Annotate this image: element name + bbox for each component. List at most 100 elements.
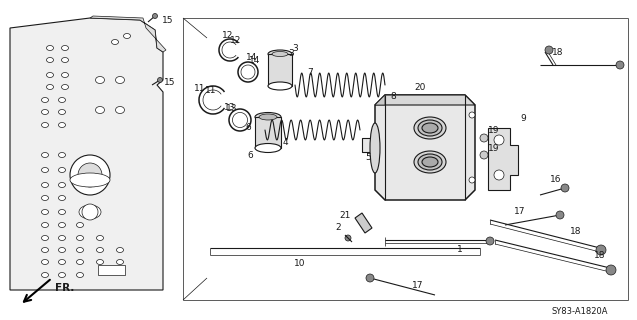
Ellipse shape: [268, 50, 292, 58]
Polygon shape: [355, 213, 372, 233]
Text: 7: 7: [307, 68, 313, 76]
Text: FR.: FR.: [55, 283, 75, 293]
Text: 15: 15: [164, 77, 176, 86]
Ellipse shape: [41, 210, 48, 214]
Text: 17: 17: [412, 281, 424, 290]
Ellipse shape: [62, 84, 69, 90]
Ellipse shape: [41, 167, 48, 172]
Ellipse shape: [70, 173, 110, 187]
Ellipse shape: [111, 39, 118, 44]
Ellipse shape: [59, 247, 66, 252]
Circle shape: [469, 112, 475, 118]
Ellipse shape: [414, 151, 446, 173]
Text: 16: 16: [550, 174, 562, 183]
Ellipse shape: [59, 273, 66, 277]
Circle shape: [70, 155, 110, 195]
Ellipse shape: [124, 34, 131, 38]
Ellipse shape: [117, 247, 124, 252]
Ellipse shape: [41, 273, 48, 277]
Ellipse shape: [62, 73, 69, 77]
Text: 14: 14: [247, 52, 258, 61]
Circle shape: [486, 237, 494, 245]
Circle shape: [345, 235, 351, 241]
Ellipse shape: [255, 143, 281, 153]
Ellipse shape: [47, 73, 54, 77]
Text: 2: 2: [335, 223, 341, 233]
Ellipse shape: [370, 123, 380, 173]
Ellipse shape: [96, 76, 104, 84]
Circle shape: [606, 265, 616, 275]
Ellipse shape: [59, 222, 66, 228]
Ellipse shape: [76, 273, 83, 277]
Ellipse shape: [418, 154, 442, 170]
Ellipse shape: [59, 260, 66, 265]
Text: 4: 4: [282, 138, 288, 147]
Text: 13: 13: [226, 103, 238, 113]
Ellipse shape: [59, 182, 66, 188]
Text: 5: 5: [365, 153, 371, 162]
Text: 20: 20: [414, 83, 426, 92]
Circle shape: [480, 151, 488, 159]
Text: 9: 9: [520, 114, 526, 123]
Polygon shape: [90, 16, 166, 52]
Circle shape: [561, 184, 569, 192]
Polygon shape: [98, 265, 125, 275]
Polygon shape: [268, 54, 292, 86]
Ellipse shape: [59, 210, 66, 214]
Circle shape: [366, 274, 374, 282]
Polygon shape: [375, 95, 475, 105]
Circle shape: [545, 46, 553, 54]
Ellipse shape: [115, 76, 124, 84]
Ellipse shape: [41, 236, 48, 241]
Circle shape: [469, 177, 475, 183]
Circle shape: [78, 163, 102, 187]
Ellipse shape: [59, 196, 66, 201]
Text: 18: 18: [552, 47, 564, 57]
Circle shape: [556, 211, 564, 219]
Circle shape: [596, 245, 606, 255]
Text: 19: 19: [488, 125, 500, 134]
Text: 13: 13: [224, 102, 236, 111]
Ellipse shape: [79, 205, 101, 219]
Ellipse shape: [76, 247, 83, 252]
Polygon shape: [375, 95, 385, 105]
Ellipse shape: [59, 167, 66, 172]
Ellipse shape: [41, 109, 48, 115]
Text: 15: 15: [162, 15, 174, 25]
Circle shape: [494, 170, 504, 180]
Circle shape: [480, 134, 488, 142]
Text: 3: 3: [288, 49, 294, 58]
Circle shape: [82, 204, 98, 220]
Text: 18: 18: [594, 252, 606, 260]
Polygon shape: [10, 18, 163, 290]
Ellipse shape: [422, 157, 438, 167]
Ellipse shape: [115, 107, 124, 114]
Polygon shape: [255, 117, 281, 148]
Ellipse shape: [96, 107, 104, 114]
Ellipse shape: [47, 58, 54, 62]
Ellipse shape: [41, 260, 48, 265]
Ellipse shape: [76, 222, 83, 228]
Polygon shape: [375, 95, 475, 200]
Ellipse shape: [96, 260, 103, 265]
Text: 12: 12: [231, 36, 241, 44]
Ellipse shape: [47, 84, 54, 90]
Text: 6: 6: [247, 150, 253, 159]
Polygon shape: [362, 138, 382, 152]
Circle shape: [152, 13, 157, 19]
Ellipse shape: [59, 109, 66, 115]
Text: 12: 12: [222, 30, 234, 39]
Text: 6: 6: [245, 123, 251, 132]
FancyArrow shape: [17, 248, 54, 280]
Ellipse shape: [59, 98, 66, 102]
Ellipse shape: [59, 153, 66, 157]
Text: 11: 11: [205, 85, 217, 94]
Ellipse shape: [41, 98, 48, 102]
Ellipse shape: [41, 182, 48, 188]
Ellipse shape: [41, 123, 48, 127]
Ellipse shape: [255, 113, 281, 122]
Text: 14: 14: [249, 55, 261, 65]
Text: 17: 17: [514, 207, 526, 217]
Ellipse shape: [272, 52, 288, 57]
Ellipse shape: [259, 114, 277, 120]
